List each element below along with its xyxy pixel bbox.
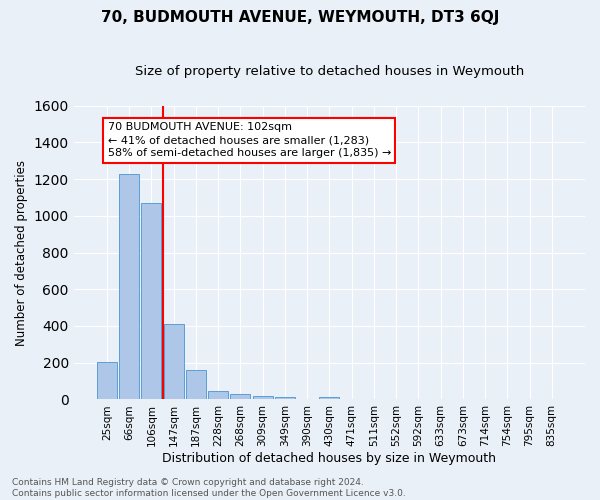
Bar: [164, 324, 184, 400]
Text: 70, BUDMOUTH AVENUE, WEYMOUTH, DT3 6QJ: 70, BUDMOUTH AVENUE, WEYMOUTH, DT3 6QJ: [101, 10, 499, 25]
Y-axis label: Number of detached properties: Number of detached properties: [15, 160, 28, 346]
Bar: [275, 396, 295, 400]
Title: Size of property relative to detached houses in Weymouth: Size of property relative to detached ho…: [135, 65, 524, 78]
Text: 70 BUDMOUTH AVENUE: 102sqm
← 41% of detached houses are smaller (1,283)
58% of s: 70 BUDMOUTH AVENUE: 102sqm ← 41% of deta…: [107, 122, 391, 158]
Bar: [142, 203, 161, 400]
Bar: [97, 362, 117, 400]
Bar: [186, 370, 206, 400]
Bar: [208, 391, 228, 400]
X-axis label: Distribution of detached houses by size in Weymouth: Distribution of detached houses by size …: [163, 452, 496, 465]
Bar: [119, 174, 139, 400]
Bar: [230, 394, 250, 400]
Bar: [253, 396, 272, 400]
Text: Contains HM Land Registry data © Crown copyright and database right 2024.
Contai: Contains HM Land Registry data © Crown c…: [12, 478, 406, 498]
Bar: [319, 396, 340, 400]
